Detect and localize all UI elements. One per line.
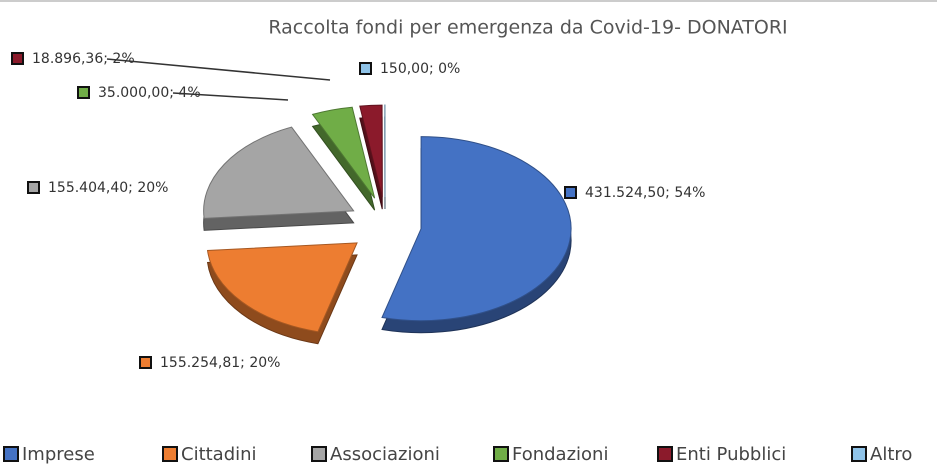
data-label: 18.896,36; 2% [32, 51, 135, 67]
pie-slice [206, 242, 358, 345]
slice-top [206, 242, 358, 333]
leader-line [106, 58, 331, 81]
legend-label: Cittadini [181, 444, 257, 465]
legend-label: Enti Pubblici [676, 444, 786, 465]
data-label: 155.254,81; 20% [160, 355, 280, 371]
legend-label: Fondazioni [512, 444, 608, 465]
data-label: 431.524,50; 54% [585, 185, 705, 201]
label-key [27, 181, 40, 194]
slice-top [311, 106, 376, 199]
data-label: 155.404,40; 20% [48, 180, 168, 196]
slice-top [359, 104, 383, 198]
legend-key [162, 446, 178, 462]
leader-line [172, 92, 289, 101]
legend-key [493, 446, 509, 462]
label-key [564, 186, 577, 199]
chart-title: Raccolta fondi per emergenza da Covid-19… [268, 17, 787, 39]
pie-slice [359, 104, 383, 210]
legend-label: Associazioni [330, 444, 440, 465]
legend-label: Imprese [22, 444, 95, 465]
legend-key [851, 446, 867, 462]
data-label: 150,00; 0% [380, 61, 460, 77]
slice-top [203, 126, 355, 219]
legend-label: Altro [870, 444, 912, 465]
legend-key [3, 446, 19, 462]
pie-slice [311, 106, 376, 211]
pie-slice [203, 126, 355, 231]
legend-key [657, 446, 673, 462]
data-label: 35.000,00; 4% [98, 85, 201, 101]
label-key [77, 86, 90, 99]
pie-slice [381, 136, 572, 334]
legend-key [311, 446, 327, 462]
slice-top [381, 136, 572, 322]
label-key [359, 62, 372, 75]
label-key [11, 52, 24, 65]
label-key [139, 356, 152, 369]
